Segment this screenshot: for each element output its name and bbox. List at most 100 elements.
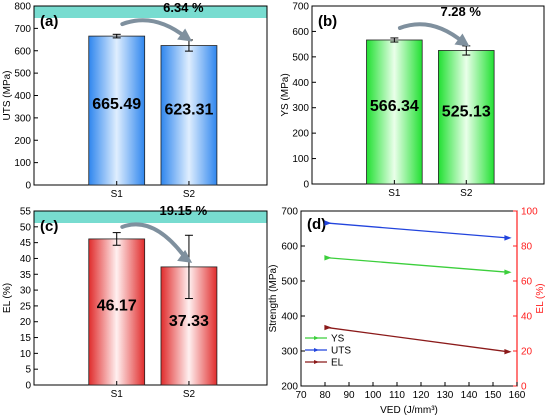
series-point bbox=[504, 348, 512, 355]
y-tick-label: 0 bbox=[303, 180, 309, 191]
y-axis-label: EL (%) bbox=[2, 283, 13, 313]
bar-panel-2: 0 100 200 300 400 500 600 700 YS (MPa) (b) 566.34 S… bbox=[280, 2, 545, 199]
line-panel: 200 300 400 500 600 700 0 20 40 60 80 100 70 80 90 100 1… bbox=[268, 207, 546, 417]
percent-change-label: 6.34 % bbox=[163, 0, 204, 15]
y-tick-label: 200 bbox=[14, 136, 31, 147]
bar-value-label: 37.33 bbox=[169, 313, 209, 330]
y-tick-label: 600 bbox=[292, 27, 309, 38]
series-point bbox=[324, 324, 332, 331]
y-tick-label: 10 bbox=[20, 349, 32, 360]
y2-tick-label: 20 bbox=[521, 347, 533, 358]
panel-label: (c) bbox=[40, 218, 58, 235]
x-tick-label: S1 bbox=[111, 189, 124, 200]
y-tick-label: 30 bbox=[20, 286, 32, 297]
y-tick-label: 500 bbox=[14, 69, 31, 80]
y-tick-label: 400 bbox=[14, 91, 31, 102]
x-tick-label: 90 bbox=[343, 390, 355, 401]
y-tick-label: 500 bbox=[292, 52, 309, 63]
panel-header-band bbox=[34, 6, 267, 18]
bar-value-label: 46.17 bbox=[97, 298, 137, 315]
y-axis-label: UTS (MPa) bbox=[2, 71, 13, 121]
panel-label: (b) bbox=[318, 13, 337, 30]
decrease-arrow bbox=[120, 222, 189, 261]
arrow-head bbox=[177, 28, 193, 42]
y-tick-label: 700 bbox=[14, 24, 31, 35]
x-tick-label: S2 bbox=[183, 389, 196, 400]
y-tick-label: 400 bbox=[281, 312, 298, 323]
x-tick-label: 110 bbox=[389, 390, 405, 401]
panel-label: (a) bbox=[40, 13, 58, 30]
bar bbox=[160, 45, 218, 186]
legend-marker bbox=[314, 360, 319, 364]
y-tick-label: 400 bbox=[292, 78, 309, 89]
bar-panel-3: 0 5 10 15 20 25 30 35 40 45 50 55 EL (%) (c) 46.17 S1 37… bbox=[2, 203, 268, 400]
y-tick-label: 200 bbox=[281, 382, 298, 393]
plot-frame bbox=[33, 5, 268, 186]
bar-value-label: 566.34 bbox=[370, 98, 419, 115]
bar bbox=[88, 35, 146, 186]
series-line-ys bbox=[327, 257, 508, 273]
x-tick-label: S1 bbox=[111, 389, 124, 400]
percent-change-label: 19.15 % bbox=[160, 203, 208, 218]
y-tick-label: 700 bbox=[292, 2, 309, 13]
y-tick-label: 100 bbox=[292, 154, 309, 165]
y-tick-label: 5 bbox=[25, 365, 31, 376]
y-tick-label: 800 bbox=[14, 2, 31, 13]
y2-tick-label: 0 bbox=[521, 382, 527, 393]
y-tick-label: 200 bbox=[292, 129, 309, 140]
y-tick-label: 700 bbox=[281, 207, 298, 218]
y-tick-label: 15 bbox=[20, 333, 32, 344]
x-tick-label: 150 bbox=[485, 390, 502, 401]
y-tick-label: 600 bbox=[281, 242, 298, 253]
series-point bbox=[504, 269, 512, 275]
legend-label: UTS bbox=[331, 346, 351, 357]
y-tick-label: 50 bbox=[20, 222, 32, 233]
series-line-el bbox=[327, 326, 508, 353]
y-tick-label: 0 bbox=[25, 381, 31, 392]
series-point bbox=[324, 255, 332, 261]
arrow-head bbox=[177, 249, 193, 263]
y-tick-label: 300 bbox=[281, 347, 298, 358]
x-tick-label: 130 bbox=[437, 390, 454, 401]
x-tick-label: 140 bbox=[461, 390, 478, 401]
legend-label: YS bbox=[331, 334, 345, 345]
y-tick-label: 300 bbox=[14, 113, 31, 124]
x-tick-label: 120 bbox=[413, 390, 430, 401]
arrow-head bbox=[454, 33, 470, 47]
bar-value-label: 665.49 bbox=[92, 96, 141, 113]
y-tick-label: 45 bbox=[20, 238, 32, 249]
bar-panel-1: 0 100 200 300 400 500 600 700 800 UTS (MPa) (a) 665… bbox=[2, 0, 268, 200]
x-tick-label: S2 bbox=[183, 189, 196, 200]
y-tick-label: 100 bbox=[14, 158, 31, 169]
legend-marker bbox=[314, 336, 319, 340]
x-tick-label: S2 bbox=[460, 188, 473, 199]
x-tick-label: 70 bbox=[295, 390, 307, 401]
y-tick-label: 500 bbox=[281, 277, 298, 288]
y-tick-label: 55 bbox=[20, 207, 32, 218]
y2-axis-label: EL (%) bbox=[535, 283, 546, 313]
y-tick-label: 0 bbox=[25, 181, 31, 192]
y-axis-label: YS (MPa) bbox=[280, 73, 291, 116]
y-tick-label: 35 bbox=[20, 270, 32, 281]
y2-tick-label: 80 bbox=[521, 242, 533, 253]
y-tick-label: 300 bbox=[292, 103, 309, 114]
panel-header-band bbox=[34, 211, 267, 223]
series-point bbox=[324, 220, 332, 226]
x-axis-label: VED (J/mm³) bbox=[380, 405, 438, 416]
y2-tick-label: 40 bbox=[521, 312, 533, 323]
legend-marker bbox=[314, 348, 319, 352]
decrease-arrow bbox=[120, 18, 189, 40]
y2-tick-label: 60 bbox=[521, 277, 533, 288]
y-tick-label: 40 bbox=[20, 254, 32, 265]
y-tick-label: 25 bbox=[20, 301, 32, 312]
bar-value-label: 623.31 bbox=[164, 101, 213, 118]
percent-change-label: 7.28 % bbox=[440, 4, 481, 19]
x-tick-label: 80 bbox=[319, 390, 331, 401]
x-tick-label: S1 bbox=[388, 188, 401, 199]
y-tick-label: 20 bbox=[20, 317, 32, 328]
y2-tick-label: 100 bbox=[521, 207, 538, 218]
series-line-uts bbox=[327, 222, 508, 239]
bar bbox=[88, 238, 146, 386]
x-tick-label: 100 bbox=[365, 390, 382, 401]
